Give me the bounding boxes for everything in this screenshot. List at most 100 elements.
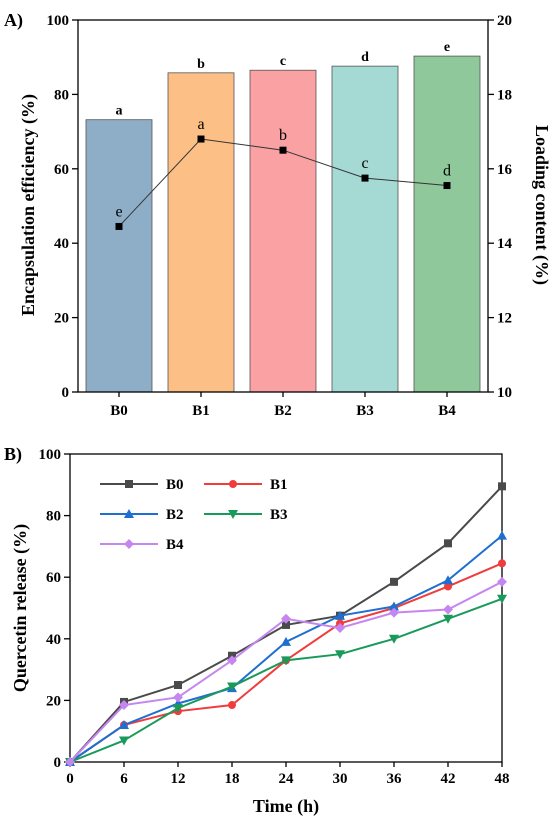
y-tick-label: 60 [54, 162, 69, 178]
line-significance-letter: d [443, 163, 451, 180]
series-point-B4 [389, 607, 399, 618]
y-tick-label: 0 [54, 755, 62, 771]
x-tick-label: 36 [387, 771, 403, 787]
bar-B4 [413, 55, 481, 393]
series-point-B0 [498, 482, 506, 491]
series-point-B2 [335, 610, 345, 620]
series-line-B2 [69, 534, 503, 763]
series-point-B3 [119, 736, 129, 746]
series-point-B3 [173, 704, 183, 714]
series-point-B1 [498, 559, 506, 568]
legend-label-B4: B4 [166, 537, 184, 553]
series-point-B2 [497, 530, 507, 540]
y2-tick-label: 16 [497, 162, 513, 178]
x-tick-label: B0 [110, 403, 128, 419]
bar-significance-letter: d [361, 50, 369, 65]
bar-B1 [167, 72, 235, 393]
legend-label-B1: B1 [270, 477, 288, 493]
line-significance-letter: b [279, 127, 287, 144]
y-tick-label: 20 [46, 693, 61, 709]
series-point-B4 [65, 757, 75, 767]
series-point-B4 [173, 692, 183, 703]
panel-b-x-axis-title: Time (h) [253, 796, 319, 817]
panel-a-y2-axis-title: Loading content (%) [531, 125, 550, 285]
bar-B0 [85, 119, 153, 393]
series-point-B1 [444, 582, 452, 591]
bar-significance-letter: e [444, 40, 450, 55]
legend-marker-B2 [124, 509, 134, 518]
loading-content-point [443, 182, 451, 190]
y2-tick-label: 20 [497, 13, 512, 29]
series-point-B1 [228, 701, 236, 710]
loading-content-point [115, 222, 123, 230]
series-point-B3 [281, 656, 291, 666]
bar-B2 [249, 69, 317, 393]
x-tick-label: 30 [333, 771, 348, 787]
series-point-B3 [227, 682, 237, 692]
series-point-B3 [389, 634, 399, 644]
series-point-B4 [497, 576, 507, 587]
y-tick-label: 40 [54, 236, 69, 252]
y-tick-label: 60 [46, 570, 61, 586]
panel-b-label: B) [4, 444, 22, 465]
x-tick-label: 12 [171, 771, 186, 787]
y-tick-label: 100 [39, 447, 62, 463]
series-point-B4 [119, 700, 129, 711]
series-point-B4 [443, 604, 453, 615]
y2-tick-label: 10 [497, 385, 512, 401]
line-significance-letter: e [115, 203, 122, 220]
series-point-B4 [281, 613, 291, 624]
panel-b-plot-frame [69, 453, 503, 763]
x-tick-label: B3 [356, 403, 374, 419]
panel-b-y-axis-title: Quercetin release (%) [10, 524, 31, 692]
x-tick-label: B2 [274, 403, 292, 419]
legend-marker-B1 [229, 480, 237, 488]
legend-label-B3: B3 [270, 507, 288, 523]
x-tick-label: 42 [441, 771, 456, 787]
series-point-B3 [335, 650, 345, 660]
series-point-B4 [227, 655, 237, 666]
series-point-B2 [389, 601, 399, 611]
panel-a-chart: A) Encapsulation efficiency (%) Loading … [4, 10, 550, 419]
series-point-B0 [390, 577, 398, 586]
x-tick-label: 0 [66, 771, 74, 787]
series-point-B3 [443, 614, 453, 624]
bar-significance-letter: a [116, 104, 123, 119]
loading-content-point [361, 174, 369, 182]
y2-tick-label: 18 [497, 87, 512, 103]
series-point-B0 [174, 681, 182, 689]
y-tick-label: 80 [46, 509, 61, 525]
loading-content-point [197, 135, 205, 143]
x-tick-label: 18 [225, 771, 240, 787]
panel-b-chart: B) Quercetin release (%) Time (h) 0 20 40 6… [4, 444, 510, 817]
bar-significance-letter: c [280, 54, 286, 69]
y-tick-label: 100 [47, 13, 70, 29]
loading-content-point [279, 146, 287, 154]
series-point-B0 [282, 620, 290, 629]
legend-marker-B3 [228, 510, 238, 519]
line-significance-letter: a [197, 116, 204, 133]
x-tick-label: B4 [438, 403, 456, 419]
series-point-B4 [335, 623, 345, 634]
line-significance-letter: c [361, 155, 368, 172]
bar-significance-letter: b [197, 57, 205, 72]
panel-a-y-axis-title: Encapsulation efficiency (%) [18, 94, 39, 316]
series-point-B3 [497, 594, 507, 604]
legend-label-B2: B2 [166, 507, 184, 523]
x-tick-label: 6 [120, 771, 128, 787]
y-tick-label: 0 [62, 385, 70, 401]
y-tick-label: 20 [54, 311, 69, 327]
x-tick-label: 48 [495, 771, 510, 787]
y2-tick-label: 12 [497, 311, 512, 327]
series-point-B2 [443, 575, 453, 585]
bar-B3 [331, 65, 399, 393]
x-tick-label: 24 [279, 771, 295, 787]
series-point-B0 [444, 539, 452, 548]
y-tick-label: 80 [54, 87, 69, 103]
series-point-B2 [119, 720, 129, 730]
x-tick-label: B1 [192, 403, 210, 419]
series-point-B2 [281, 636, 291, 646]
y2-tick-label: 14 [497, 236, 513, 252]
panel-a-label: A) [4, 10, 23, 31]
legend-marker-B0 [125, 480, 133, 488]
